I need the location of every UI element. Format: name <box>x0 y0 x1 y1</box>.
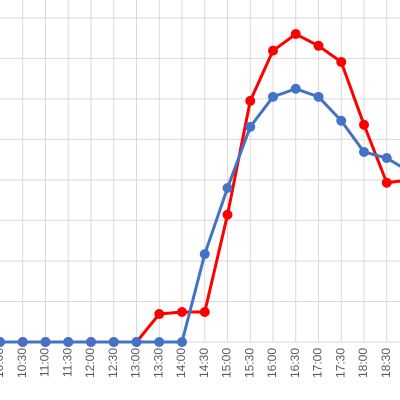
x-tick-label: 13:00 <box>129 348 143 378</box>
data-point <box>154 337 165 347</box>
data-point <box>290 29 301 40</box>
x-tick-label: 17:00 <box>311 348 325 378</box>
data-point <box>154 309 165 320</box>
x-tick-label: 15:30 <box>242 348 256 378</box>
x-tick-label: 16:00 <box>265 348 279 378</box>
data-point <box>268 45 278 56</box>
series-line <box>0 87 400 344</box>
x-tick-label: 15:00 <box>220 348 234 378</box>
data-point <box>268 91 278 102</box>
x-tick-label: 13:30 <box>151 348 165 378</box>
data-point <box>177 307 187 318</box>
data-point <box>313 91 324 102</box>
x-tick-label: 10:30 <box>15 348 29 378</box>
x-tick-label: 18:30 <box>379 348 393 378</box>
data-point <box>359 146 369 157</box>
data-point <box>336 115 347 126</box>
data-point <box>0 337 5 347</box>
data-point <box>177 337 187 347</box>
data-point <box>131 337 142 347</box>
data-point <box>199 249 210 260</box>
x-tick-label: 18:00 <box>356 348 370 378</box>
data-point <box>17 337 28 347</box>
x-tick-label: 16:30 <box>288 348 302 378</box>
x-tick-label: 11:30 <box>60 348 74 377</box>
x-tick-label: 12:30 <box>106 348 120 378</box>
data-point <box>63 337 74 347</box>
data-point <box>381 177 392 188</box>
data-point <box>381 153 392 164</box>
data-point <box>313 40 324 51</box>
series-line <box>0 32 400 344</box>
data-point <box>245 121 256 132</box>
data-point <box>40 337 51 347</box>
x-tick-label: 17:30 <box>333 348 347 378</box>
data-point <box>359 119 369 130</box>
data-point <box>245 95 256 106</box>
data-point <box>108 337 119 347</box>
data-point <box>290 83 301 94</box>
data-point <box>86 337 96 347</box>
data-point <box>199 307 210 318</box>
x-tick-label: 11:00 <box>38 348 52 377</box>
data-point <box>222 209 233 220</box>
x-tick-label: 14:30 <box>197 348 211 378</box>
data-point <box>222 183 233 194</box>
x-tick-label: 14:00 <box>174 348 188 378</box>
data-point <box>336 56 347 67</box>
x-tick-label: 10:00 <box>0 348 6 378</box>
x-tick-label: 12:00 <box>83 348 97 378</box>
